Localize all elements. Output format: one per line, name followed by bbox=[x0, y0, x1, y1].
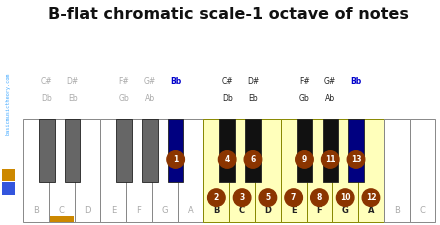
Circle shape bbox=[347, 151, 365, 168]
Text: C: C bbox=[239, 206, 245, 215]
Text: 1: 1 bbox=[173, 155, 178, 164]
Bar bbox=[50, 216, 73, 222]
Text: B: B bbox=[394, 206, 400, 215]
Circle shape bbox=[218, 151, 236, 168]
Text: 6: 6 bbox=[250, 155, 256, 164]
Text: 5: 5 bbox=[265, 193, 271, 202]
Text: G#: G# bbox=[144, 76, 156, 86]
Bar bbox=[281, 119, 307, 222]
Text: F#: F# bbox=[119, 76, 129, 86]
Text: B-flat chromatic scale-1 octave of notes: B-flat chromatic scale-1 octave of notes bbox=[48, 7, 409, 22]
Bar bbox=[117, 119, 132, 182]
Text: Db: Db bbox=[222, 94, 233, 103]
Text: Eb: Eb bbox=[68, 94, 77, 103]
Text: Eb: Eb bbox=[248, 94, 258, 103]
Bar bbox=[2, 169, 15, 181]
Text: E: E bbox=[291, 206, 297, 215]
Text: C#: C# bbox=[221, 76, 233, 86]
Bar bbox=[323, 119, 338, 182]
Text: Gb: Gb bbox=[299, 94, 310, 103]
Bar bbox=[152, 119, 178, 222]
Text: G#: G# bbox=[324, 76, 336, 86]
Text: 4: 4 bbox=[224, 155, 230, 164]
Bar bbox=[229, 119, 255, 222]
Text: A: A bbox=[188, 206, 194, 215]
Bar bbox=[23, 119, 49, 222]
Text: 13: 13 bbox=[351, 155, 361, 164]
Bar bbox=[410, 119, 435, 222]
Bar bbox=[307, 119, 332, 222]
Bar bbox=[126, 119, 152, 222]
Text: A: A bbox=[368, 206, 374, 215]
Bar bbox=[245, 119, 260, 182]
Bar bbox=[297, 119, 312, 182]
Bar bbox=[2, 182, 15, 195]
Text: Bb: Bb bbox=[350, 76, 362, 86]
Text: G: G bbox=[161, 206, 168, 215]
Text: E: E bbox=[111, 206, 116, 215]
Text: 2: 2 bbox=[214, 193, 219, 202]
Text: F#: F# bbox=[299, 76, 310, 86]
Bar bbox=[49, 119, 75, 222]
Bar bbox=[255, 119, 281, 222]
Bar bbox=[65, 119, 81, 182]
Circle shape bbox=[296, 151, 313, 168]
Text: 7: 7 bbox=[291, 193, 297, 202]
Text: D#: D# bbox=[247, 76, 259, 86]
Text: 8: 8 bbox=[317, 193, 322, 202]
Circle shape bbox=[322, 151, 339, 168]
Text: Db: Db bbox=[41, 94, 52, 103]
Bar bbox=[348, 119, 364, 182]
Text: C: C bbox=[59, 206, 65, 215]
Circle shape bbox=[208, 189, 225, 206]
Text: Bb: Bb bbox=[170, 76, 181, 86]
Bar bbox=[384, 119, 410, 222]
Text: C#: C# bbox=[41, 76, 53, 86]
Bar bbox=[75, 119, 100, 222]
Circle shape bbox=[285, 189, 302, 206]
Bar bbox=[203, 119, 229, 222]
Text: 12: 12 bbox=[366, 193, 376, 202]
Text: Ab: Ab bbox=[145, 94, 155, 103]
Text: B: B bbox=[33, 206, 39, 215]
Bar bbox=[220, 119, 235, 182]
Text: 10: 10 bbox=[340, 193, 350, 202]
Text: D#: D# bbox=[66, 76, 79, 86]
Circle shape bbox=[167, 151, 184, 168]
Circle shape bbox=[259, 189, 277, 206]
Text: F: F bbox=[137, 206, 142, 215]
Text: 9: 9 bbox=[302, 155, 307, 164]
Text: D: D bbox=[264, 206, 271, 215]
Circle shape bbox=[337, 189, 354, 206]
Bar bbox=[142, 119, 158, 182]
Circle shape bbox=[311, 189, 328, 206]
Text: 3: 3 bbox=[239, 193, 245, 202]
Text: F: F bbox=[317, 206, 322, 215]
Text: Ab: Ab bbox=[325, 94, 335, 103]
Text: B: B bbox=[213, 206, 220, 215]
Text: Gb: Gb bbox=[119, 94, 129, 103]
Bar bbox=[39, 119, 55, 182]
Bar bbox=[332, 119, 358, 222]
Bar bbox=[178, 119, 203, 222]
Text: C: C bbox=[420, 206, 425, 215]
Bar bbox=[100, 119, 126, 222]
Bar bbox=[358, 119, 384, 222]
Text: G: G bbox=[342, 206, 348, 215]
Circle shape bbox=[233, 189, 251, 206]
Text: basicmusictheory.com: basicmusictheory.com bbox=[6, 72, 11, 135]
Bar bbox=[168, 119, 183, 182]
Text: 11: 11 bbox=[325, 155, 335, 164]
Circle shape bbox=[244, 151, 262, 168]
Circle shape bbox=[362, 189, 380, 206]
Text: D: D bbox=[84, 206, 91, 215]
